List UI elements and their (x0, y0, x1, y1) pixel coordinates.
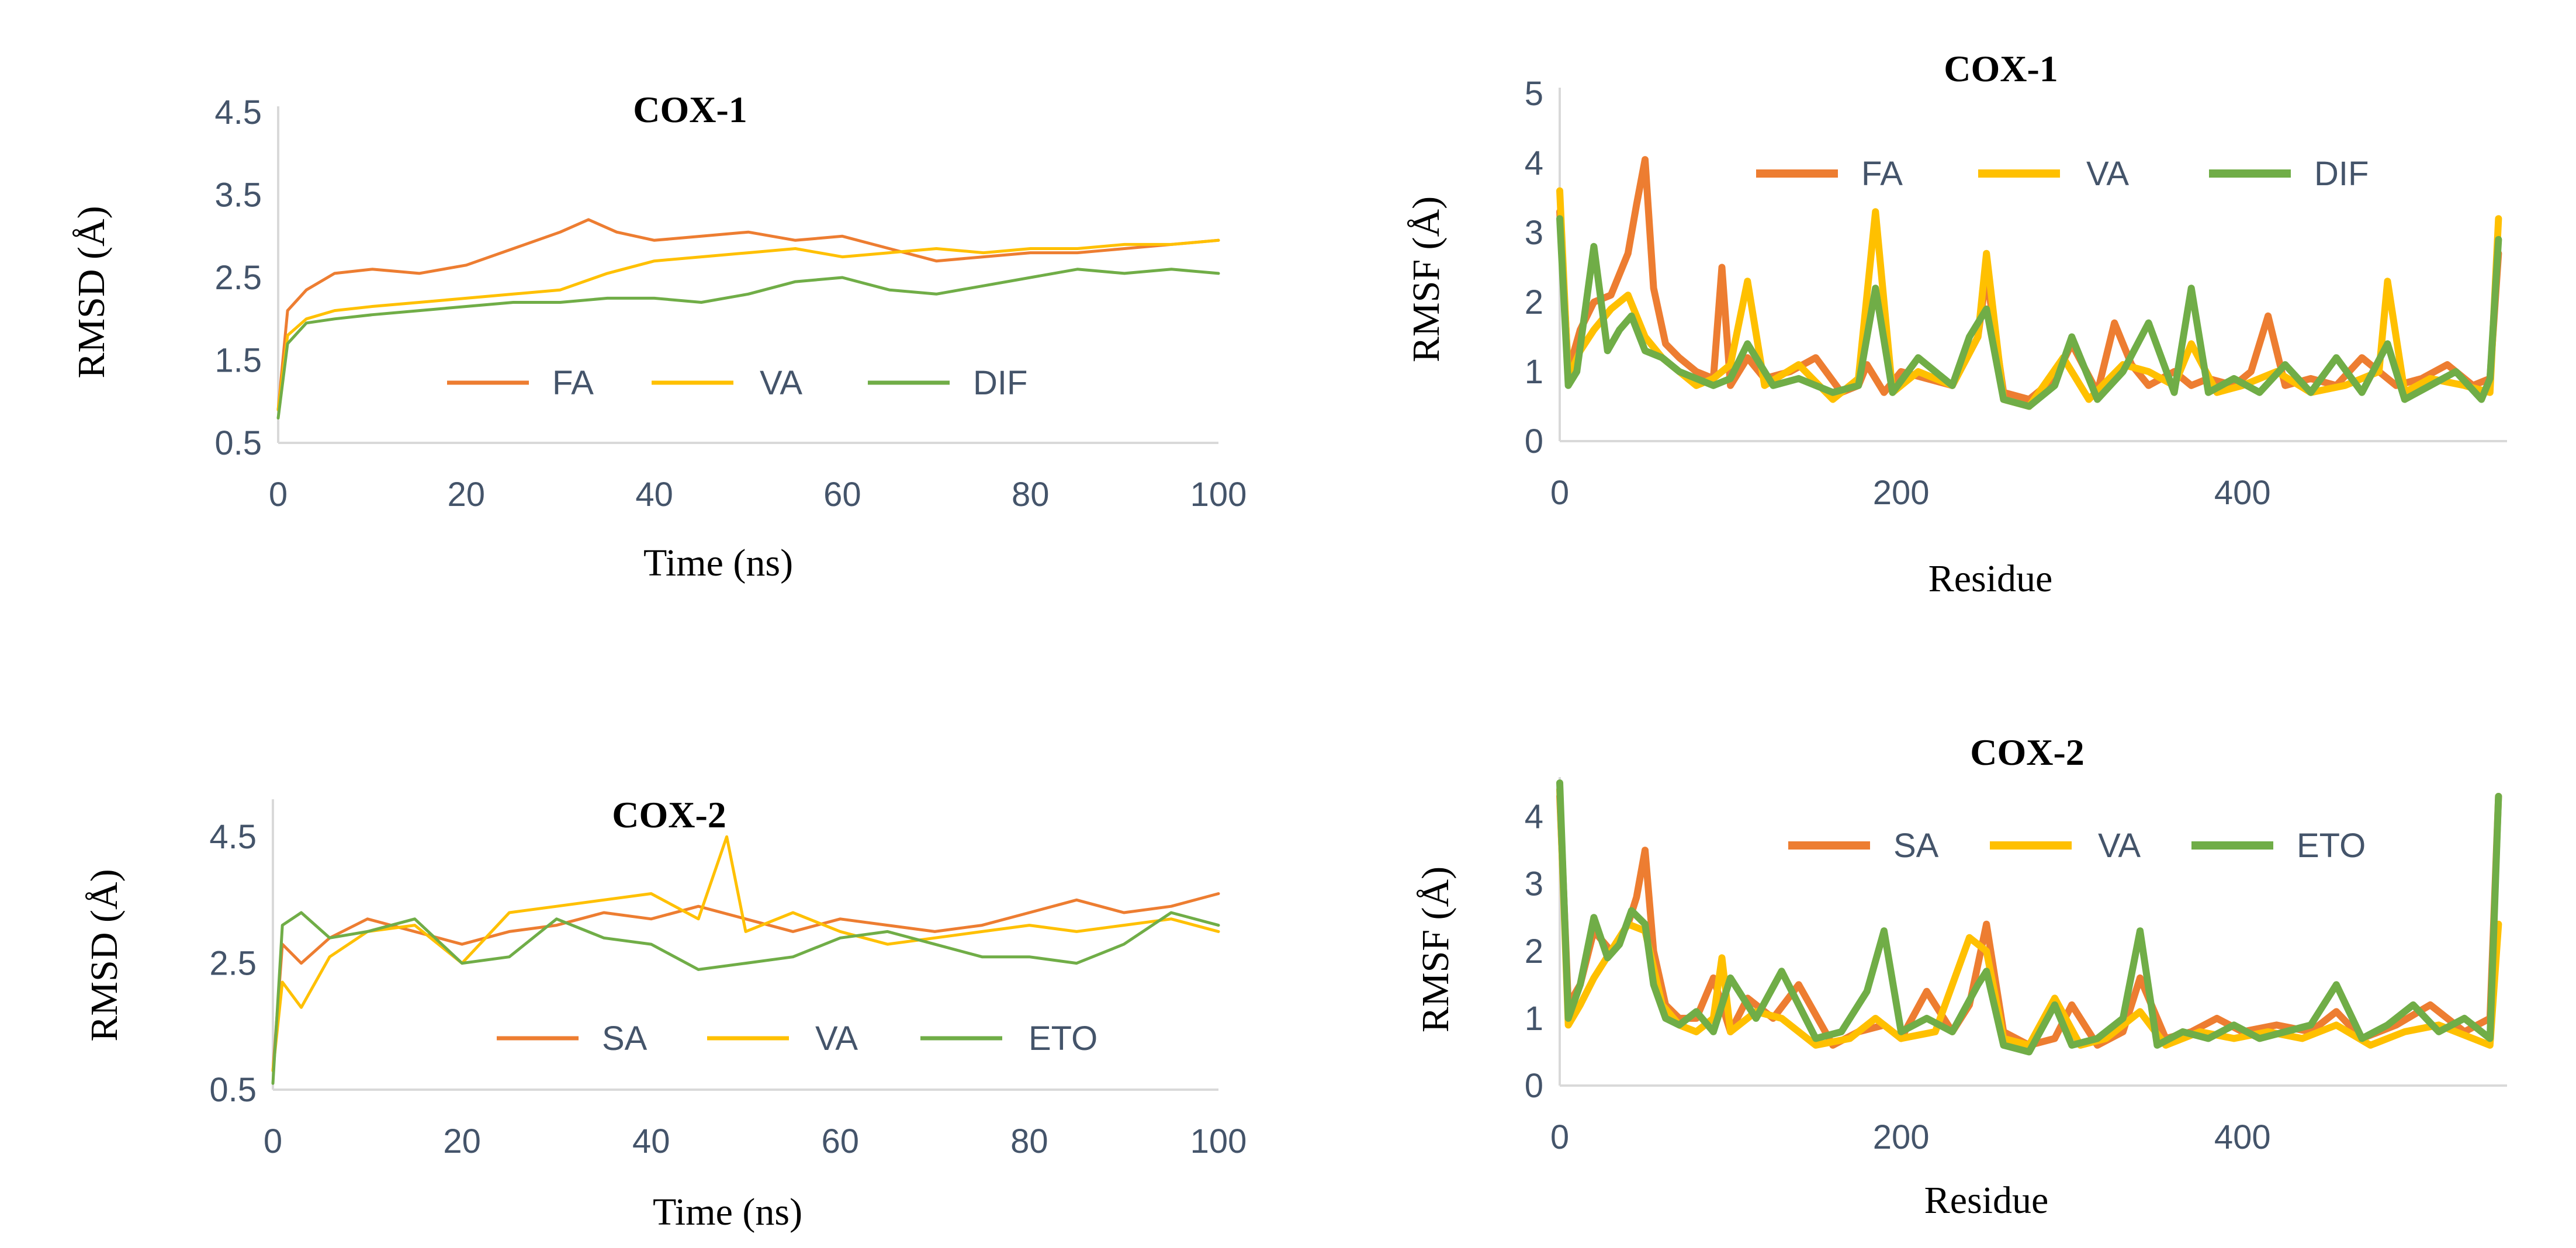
series-line-fa (1556, 156, 2502, 403)
legend-label-va: VA (760, 364, 802, 402)
y-tick-label: 0.5 (209, 1071, 257, 1109)
chart-title: COX-2 (1970, 732, 2085, 773)
x-tick-label: 80 (1010, 1122, 1048, 1160)
legend-label-fa: FA (1861, 155, 1903, 193)
legend-label-va: VA (815, 1020, 858, 1058)
y-tick-label: 1.5 (214, 342, 262, 380)
y-tick-labels: 0.5 1.5 2.5 3.5 4.5 (214, 93, 262, 462)
chart-title: COX-1 (633, 89, 747, 130)
legend-label-fa: FA (552, 364, 594, 402)
x-tick-label: 80 (1012, 476, 1050, 514)
legend: FA VA DIF (1756, 155, 2369, 193)
y-tick-label: 4.5 (209, 818, 257, 856)
x-tick-label: 200 (1873, 1118, 1930, 1156)
chart-title: COX-2 (612, 794, 726, 836)
x-tick-label: 0 (264, 1122, 282, 1160)
x-tick-label: 40 (635, 476, 673, 514)
y-tick-label: 0.5 (214, 424, 262, 462)
x-tick-label: 60 (823, 476, 861, 514)
x-tick-labels: 0 20 40 60 80 100 (269, 476, 1247, 514)
series-line-eto (1556, 779, 2502, 1056)
x-tick-label: 20 (443, 1122, 481, 1160)
y-tick-label: 4.5 (214, 93, 262, 131)
panel-rmsf-cox2: COX-2 RMSF (Å) Residue 0 1 2 3 4 0 200 400 SA V… (1414, 732, 2507, 1222)
y-axis-label: RMSF (Å) (1405, 196, 1448, 362)
series-line-va (276, 238, 1220, 411)
chart-title: COX-1 (1944, 48, 2058, 89)
series-line-eto (271, 911, 1220, 1085)
y-tick-label: 4 (1525, 144, 1543, 182)
y-axis-label: RMSD (Å) (83, 869, 126, 1041)
series-line-dif (276, 268, 1220, 420)
y-tick-label: 3 (1525, 865, 1543, 903)
x-tick-label: 0 (1550, 1118, 1569, 1156)
legend-label-sa: SA (1893, 827, 1939, 865)
series-line-fa (276, 218, 1220, 411)
x-axis-label: Time (ns) (653, 1191, 802, 1233)
legend-label-dif: DIF (973, 364, 1027, 402)
y-tick-label: 4 (1525, 798, 1543, 836)
legend-label-eto: ETO (2297, 827, 2366, 865)
y-tick-label: 2 (1525, 283, 1543, 321)
x-tick-label: 20 (448, 476, 486, 514)
x-tick-labels: 0 200 400 (1550, 1118, 2271, 1156)
legend-label-eto: ETO (1029, 1020, 1097, 1058)
series-line-sa (271, 892, 1220, 1072)
plot-area (1556, 88, 2507, 442)
legend-label-dif: DIF (2314, 155, 2369, 193)
x-axis-label: Residue (1924, 1179, 2049, 1222)
y-tick-label: 2 (1525, 932, 1543, 970)
x-tick-label: 0 (269, 476, 288, 514)
legend-label-va: VA (2098, 827, 2141, 865)
x-axis-label: Time (ns) (643, 542, 793, 584)
plot-area (1556, 777, 2507, 1087)
y-tick-label: 5 (1525, 75, 1543, 113)
plot-area (276, 106, 1220, 444)
legend: SA VA ETO (497, 1020, 1097, 1058)
x-tick-label: 100 (1190, 476, 1247, 514)
y-axis-label: RMSF (Å) (1414, 866, 1457, 1032)
y-tick-label: 2.5 (209, 945, 257, 983)
panel-rmsd-cox1: COX-1 RMSD (Å) Time (ns) 0.5 1.5 2.5 3.5 4.5… (70, 89, 1247, 584)
plot-area (271, 799, 1220, 1091)
y-tick-label: 0 (1525, 1067, 1543, 1105)
y-tick-label: 3 (1525, 214, 1543, 252)
x-tick-label: 60 (822, 1122, 860, 1160)
legend: SA VA ETO (1788, 827, 2366, 865)
y-tick-label: 1 (1525, 1000, 1543, 1038)
x-tick-label: 40 (632, 1122, 670, 1160)
y-tick-labels: 0 1 2 3 4 (1525, 798, 1543, 1105)
y-tick-label: 1 (1525, 353, 1543, 391)
x-tick-label: 400 (2214, 474, 2271, 512)
series-line-va (271, 835, 1220, 1072)
panel-rmsf-cox1: COX-1 RMSF (Å) Residue 0 1 2 3 4 5 0 200 400 FA… (1405, 48, 2507, 600)
x-tick-label: 0 (1550, 474, 1569, 512)
y-tick-labels: 0.5 2.5 4.5 (209, 818, 257, 1109)
x-axis-label: Residue (1928, 557, 2053, 600)
x-tick-labels: 0 20 40 60 80 100 (264, 1122, 1247, 1160)
y-tick-label: 3.5 (214, 176, 262, 214)
series-line-dif (1556, 215, 2502, 410)
x-tick-labels: 0 200 400 (1550, 474, 2271, 512)
y-tick-labels: 0 1 2 3 4 5 (1525, 75, 1543, 460)
panel-rmsd-cox2: COX-2 RMSD (Å) Time (ns) 0.5 2.5 4.5 0 20 40… (83, 794, 1247, 1233)
x-tick-label: 100 (1190, 1122, 1247, 1160)
legend: FA VA DIF (447, 364, 1027, 402)
x-tick-label: 200 (1873, 474, 1930, 512)
legend-label-sa: SA (602, 1020, 648, 1058)
y-tick-label: 2.5 (214, 259, 262, 297)
legend-label-va: VA (2086, 155, 2129, 193)
y-tick-label: 0 (1525, 422, 1543, 460)
y-axis-label: RMSD (Å) (70, 206, 113, 378)
x-tick-label: 400 (2214, 1118, 2271, 1156)
